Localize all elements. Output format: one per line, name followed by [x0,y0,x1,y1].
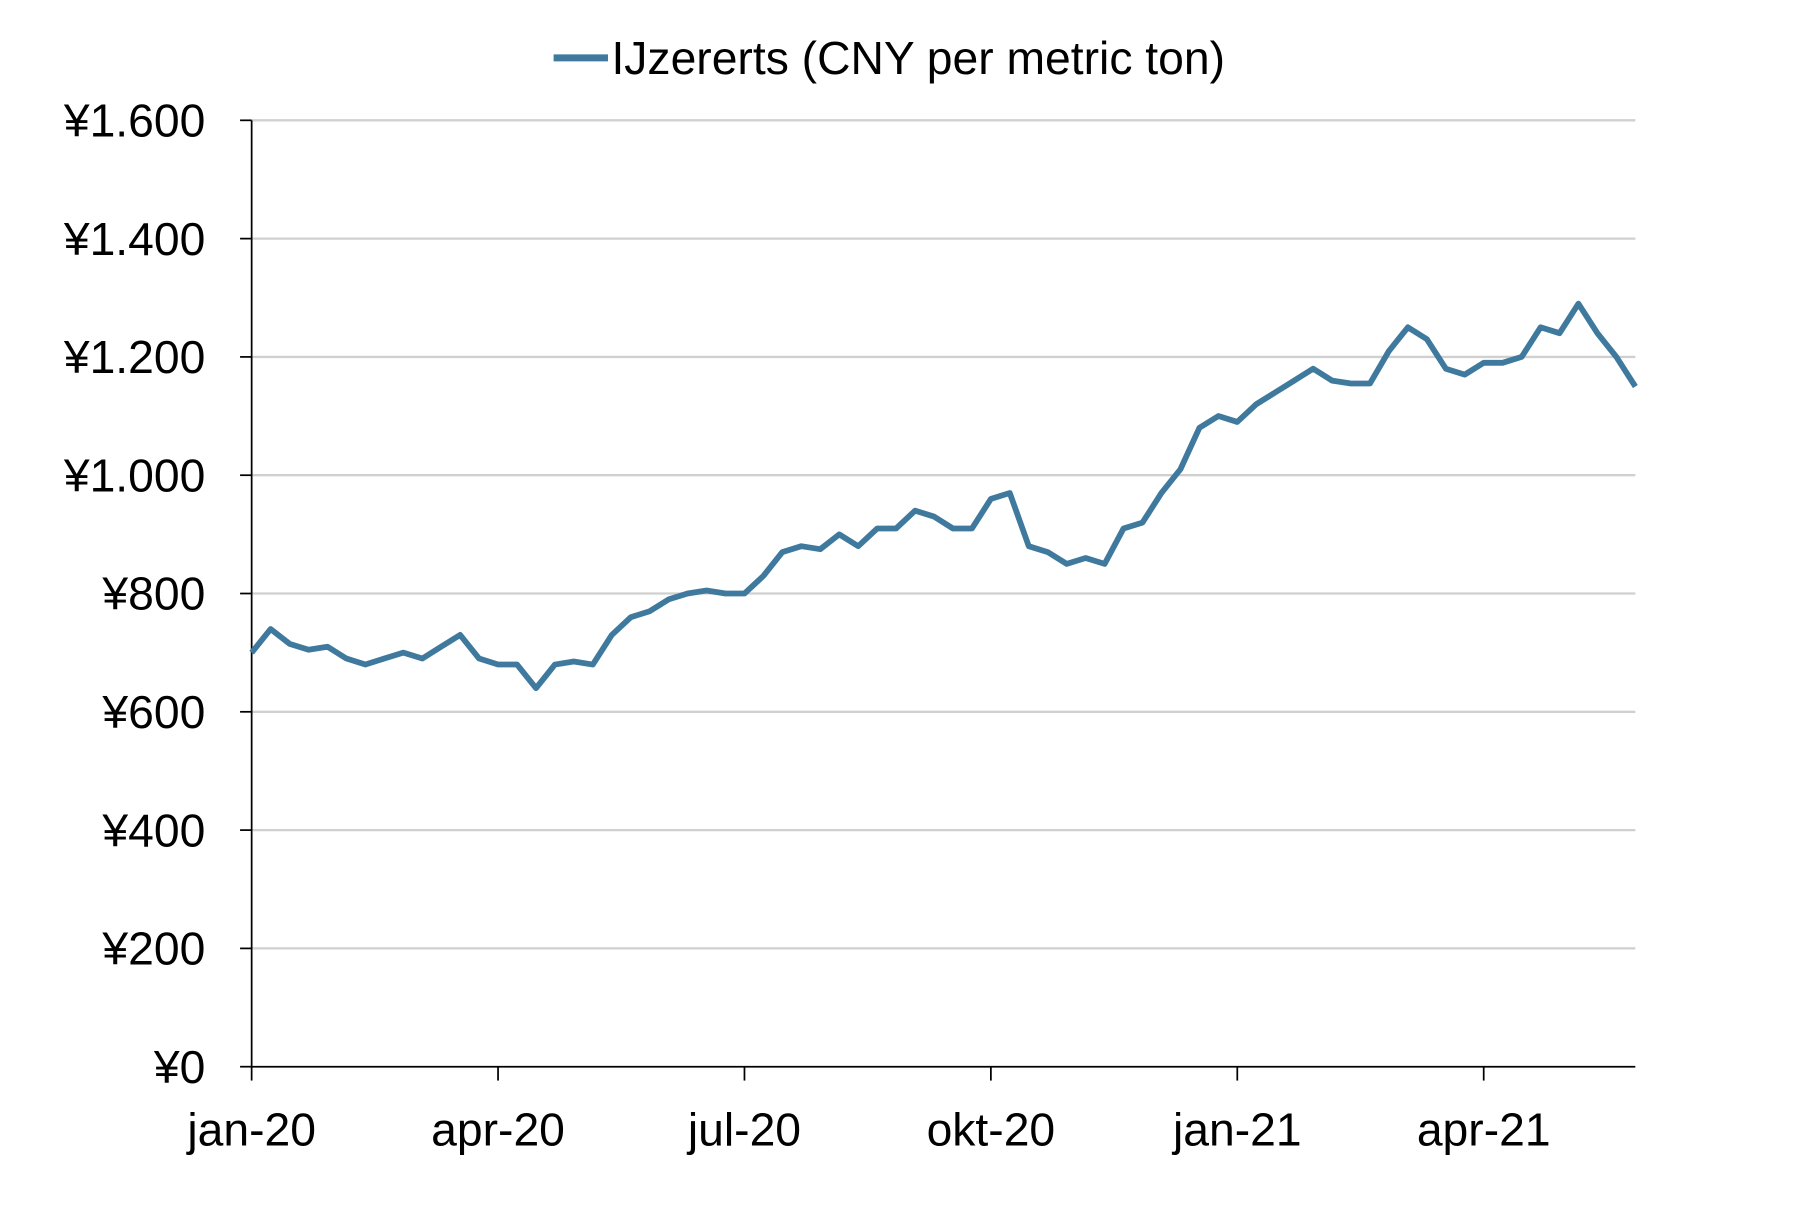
y-tick-label: ¥600 [101,686,205,738]
x-tick-label: jul-20 [686,1103,801,1155]
y-tick-label: ¥800 [101,568,205,620]
x-tick-label: apr-20 [431,1103,565,1155]
y-tick-label: ¥1.400 [63,213,206,265]
legend-label: IJzererts (CNY per metric ton) [611,32,1225,84]
x-tick-label: apr-21 [1417,1103,1551,1155]
y-tick-label: ¥0 [153,1041,205,1093]
x-tick-label: jan-21 [1171,1103,1302,1155]
x-tick-label: okt-20 [927,1103,1056,1155]
data-line [249,300,1638,692]
y-tick-label: ¥200 [101,923,205,975]
y-tick-label: ¥400 [101,804,205,856]
y-tick-label: ¥1.600 [63,95,206,147]
x-tick-label: jan-20 [185,1103,316,1155]
y-tick-label: ¥1.200 [63,331,206,383]
y-tick-label: ¥1.000 [63,449,206,501]
